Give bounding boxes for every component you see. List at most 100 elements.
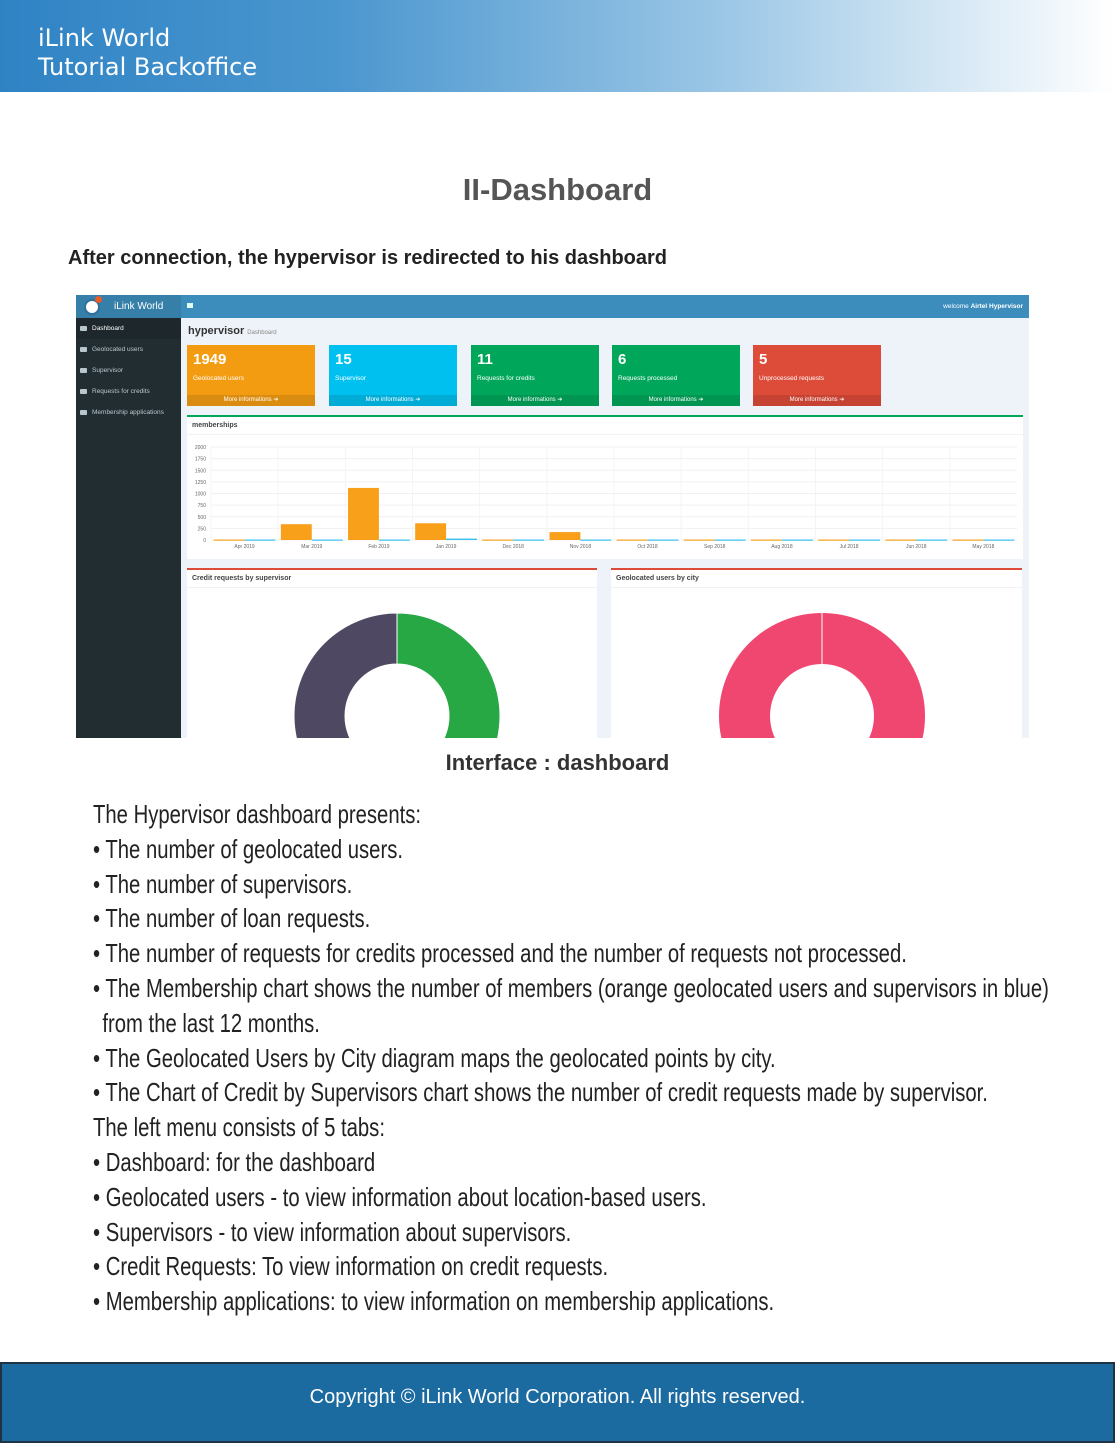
stat-box: 1949 Geolocated users More informations ➔ [187,345,315,406]
x-tick-label: Apr 2019 [234,544,255,550]
bar [446,538,477,540]
city-title: Geolocated users by city [611,570,1022,588]
donut-slice-purple [293,612,398,738]
bar [952,539,984,541]
bar [751,539,782,541]
bar [647,539,679,541]
body-line: • Geolocated users - to view information… [93,1181,707,1212]
stat-label: Supervisor [335,375,367,382]
body-line: • The number of geolocated users. [93,833,403,864]
menu-toggle-icon[interactable] [187,303,193,308]
x-tick-label: Dec 2018 [503,544,525,550]
more-info-link[interactable]: More informations ➔ [471,395,599,406]
bar [885,539,917,541]
logo-text: iLink World [114,301,164,312]
x-tick-label: Jan 2019 [436,544,457,550]
stat-value: 6 [618,351,627,368]
bar [378,539,410,541]
body-line: The left menu consists of 5 tabs: [93,1112,385,1143]
bar [781,539,813,541]
memberships-chart: 0 250 500 750 1000 1250 1500 1750 2000 Apr 2019 Ma… [195,445,1017,550]
bar [683,539,715,541]
body-line: • The number of loan requests. [93,903,371,934]
header-line2: Tutorial Backoffice [38,53,258,81]
sidebar: iLink World Dashboard Geolocated users Sup… [76,295,181,738]
users-icon [80,347,87,352]
sidebar-item[interactable]: Dashboard [76,318,181,339]
bar [311,539,343,541]
stat-label: Requests processed [618,375,678,382]
stat-label: Unprocessed requests [759,375,825,382]
content-title: hypervisor Dashboard [188,325,277,337]
x-tick-label: Mar 2019 [301,544,322,550]
stat-label: Geolocated users [193,375,244,382]
y-tick-label: 1750 [195,457,206,463]
sidebar-item[interactable]: Requests for credits [76,381,181,402]
city-card: Geolocated users by city [611,568,1022,738]
body-line: • Membership applications: to view infor… [93,1286,775,1317]
users-icon [80,410,87,415]
stat-value: 5 [759,351,768,368]
body-line: • Dashboard: for the dashboard [93,1146,376,1177]
more-info-link[interactable]: More informations ➔ [753,395,881,406]
x-tick-label: Nov 2018 [570,544,592,550]
users-icon [80,389,87,394]
body-line: • The number of requests for credits pro… [93,938,907,969]
x-tick-label: Oct 2018 [637,544,658,550]
y-tick-label: 1000 [195,492,206,498]
bar [348,487,379,540]
y-tick-label: 750 [198,503,207,509]
donut-slice-green [396,612,501,738]
stat-value: 1949 [193,351,227,368]
welcome-text: welcome Airtel Hypervisor [943,303,1023,310]
body-line: The Hypervisor dashboard presents: [93,799,422,829]
sidebar-item[interactable]: Geolocated users [76,339,181,360]
y-tick-label: 1500 [195,468,206,474]
users-icon [80,368,87,373]
bar [482,539,514,541]
x-tick-label: Feb 2019 [368,544,389,550]
dashboard-screenshot: iLink World Dashboard Geolocated users Sup… [76,295,1029,738]
more-info-link[interactable]: More informations ➔ [612,395,740,406]
body-line: • Credit Requests: To view information o… [93,1251,609,1282]
more-info-link[interactable]: More informations ➔ [329,395,457,406]
more-info-link[interactable]: More informations ➔ [187,395,315,406]
stat-box: 11 Requests for credits More informations … [471,345,599,406]
bar [616,539,648,541]
bar [580,539,612,541]
y-tick-label: 250 [198,526,207,532]
credit-card: Credit requests by supervisor [187,568,597,738]
dashboard-icon [80,326,87,331]
page-header: iLink World Tutorial Backoffice [0,0,1115,92]
bar [415,523,447,540]
page-title: II-Dashboard [462,172,653,207]
bar [213,539,245,541]
memberships-card: memberships 0 250 500 750 1000 1250 1500 1750 20… [187,415,1023,559]
logo: iLink World [76,295,181,318]
stat-value: 11 [477,351,493,368]
body-text: The Hypervisor dashboard presents: • The … [93,797,1115,1319]
x-tick-label: May 2018 [972,544,994,550]
y-tick-label: 2000 [195,445,206,451]
bar [244,539,276,541]
bar [818,539,850,541]
y-tick-label: 0 [203,538,206,544]
figure-caption: Interface : dashboard [445,750,670,775]
sidebar-item[interactable]: Supervisor [76,360,181,381]
body-line: • The Geolocated Users by City diagram m… [93,1042,776,1073]
credit-donut [293,612,501,738]
topbar: welcome Airtel Hypervisor [181,295,1029,318]
memberships-title: memberships [187,417,1023,435]
body-line: from the last 12 months. [102,1007,320,1038]
sidebar-item[interactable]: Membership applications [76,402,181,423]
bar [849,539,880,541]
stat-box: 15 Supervisor More informations ➔ [329,345,457,406]
intro-text: After connection, the hypervisor is redi… [68,247,668,269]
body-line: • Supervisors - to view information abou… [93,1216,572,1247]
x-tick-label: Aug 2018 [771,544,793,550]
globe-icon [84,295,102,315]
body-line: • The number of supervisors. [93,868,353,899]
bar [513,539,545,541]
bar [983,539,1015,541]
x-tick-label: Jun 2018 [906,544,927,550]
